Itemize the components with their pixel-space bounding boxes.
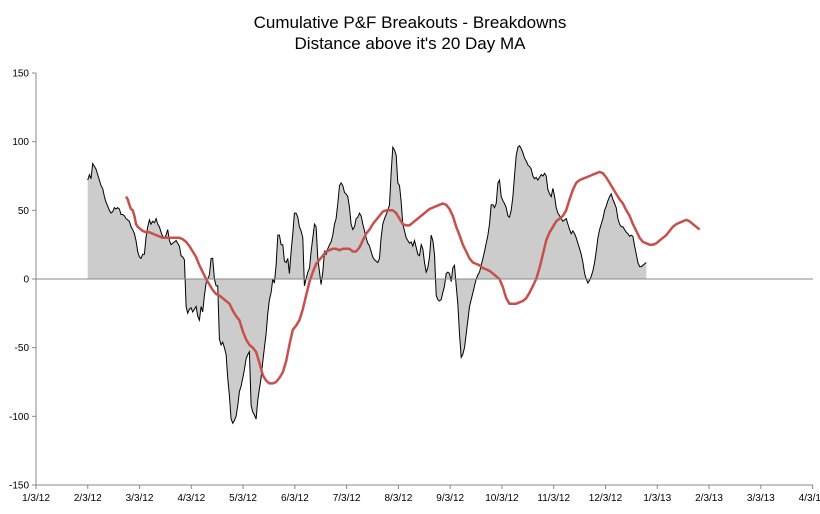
plot-area (87, 145, 701, 425)
x-tick-label: 3/3/12 (126, 493, 154, 504)
y-tick-label: -100 (9, 412, 29, 423)
axes (32, 72, 814, 489)
x-tick-label: 8/3/12 (384, 493, 412, 504)
y-tick-label: 150 (12, 69, 29, 80)
y-tick-label: 100 (12, 137, 29, 148)
x-tick-label: 10/3/12 (485, 493, 519, 504)
y-tick-label: 0 (23, 275, 29, 286)
y-tick-label: -50 (15, 343, 30, 354)
x-tick-label: 2/3/13 (695, 493, 723, 504)
x-tick-label: 9/3/12 (436, 493, 464, 504)
x-axis-tick-labels: 1/3/12 2/3/12 3/3/12 4/3/12 5/3/12 6/3/12 7/3/… (22, 493, 820, 504)
x-tick-label: 4/3/12 (177, 493, 205, 504)
x-tick-label: 6/3/12 (281, 493, 309, 504)
x-tick-label: 5/3/12 (229, 493, 257, 504)
chart-title-line-2: Distance above it's 20 Day MA (295, 34, 527, 53)
x-tick-label: 1/3/12 (22, 493, 50, 504)
y-tick-label: -150 (9, 481, 29, 492)
x-tick-label: 11/3/12 (537, 493, 570, 504)
x-tick-label: 2/3/12 (74, 493, 102, 504)
chart-title: Cumulative P&F Breakouts - Breakdowns Dis… (254, 13, 567, 53)
moving-average-line (124, 170, 701, 385)
x-tick-label: 12/3/12 (589, 493, 623, 504)
x-tick-label: 7/3/12 (333, 493, 361, 504)
y-tick-label: 50 (18, 206, 30, 217)
y-axis-tick-labels: 150 100 50 0 -50 -100 -150 (9, 69, 29, 492)
x-tick-label: 1/3/13 (643, 493, 671, 504)
chart-title-line-1: Cumulative P&F Breakouts - Breakdowns (254, 13, 567, 32)
x-tick-label: 3/3/13 (747, 493, 775, 504)
area-series-fill (87, 145, 647, 424)
x-tick-label: 4/3/13 (799, 493, 820, 504)
area-series-line (87, 145, 647, 425)
